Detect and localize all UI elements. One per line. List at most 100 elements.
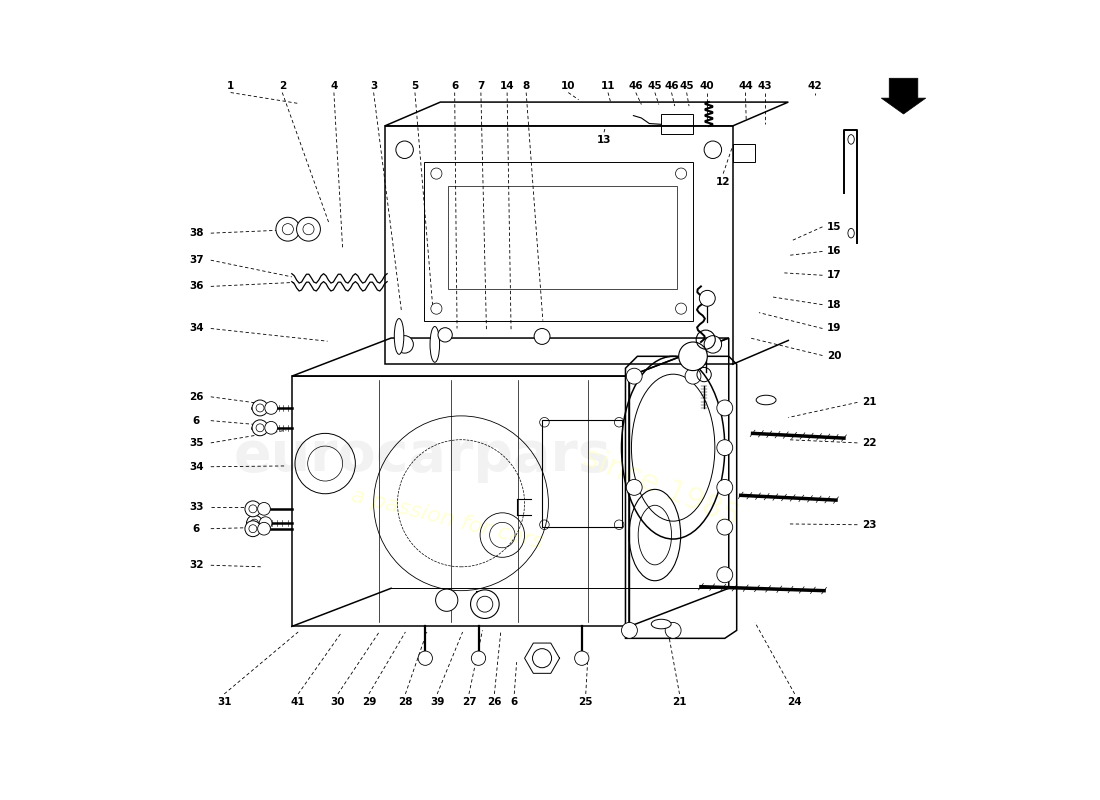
Text: 10: 10 bbox=[561, 81, 575, 91]
Text: 18: 18 bbox=[827, 300, 842, 310]
Text: 6: 6 bbox=[451, 81, 459, 91]
Text: 41: 41 bbox=[290, 697, 306, 707]
Text: 13: 13 bbox=[597, 135, 612, 146]
Text: 2: 2 bbox=[278, 81, 286, 91]
Text: 30: 30 bbox=[331, 697, 345, 707]
Circle shape bbox=[574, 651, 589, 666]
Circle shape bbox=[717, 440, 733, 456]
Circle shape bbox=[252, 420, 268, 436]
Text: 34: 34 bbox=[189, 462, 204, 472]
Text: 36: 36 bbox=[189, 282, 204, 291]
Text: 7: 7 bbox=[477, 81, 485, 91]
Circle shape bbox=[666, 622, 681, 638]
Text: 35: 35 bbox=[189, 438, 204, 448]
Text: a passion for cars: a passion for cars bbox=[349, 486, 544, 553]
Circle shape bbox=[626, 368, 642, 384]
Text: since 1985: since 1985 bbox=[579, 442, 744, 532]
Bar bbox=[661, 114, 693, 134]
Circle shape bbox=[626, 479, 642, 495]
Text: 11: 11 bbox=[601, 81, 615, 91]
Text: 45: 45 bbox=[648, 81, 662, 91]
Text: 19: 19 bbox=[827, 323, 842, 334]
Text: 25: 25 bbox=[579, 697, 593, 707]
Circle shape bbox=[436, 589, 458, 611]
Circle shape bbox=[717, 479, 733, 495]
Circle shape bbox=[260, 517, 272, 530]
Circle shape bbox=[297, 218, 320, 241]
Circle shape bbox=[265, 422, 277, 434]
Text: 3: 3 bbox=[370, 81, 377, 91]
Circle shape bbox=[276, 218, 300, 241]
Circle shape bbox=[257, 502, 271, 515]
Text: 21: 21 bbox=[862, 398, 877, 407]
Text: 22: 22 bbox=[862, 438, 877, 448]
Text: 17: 17 bbox=[827, 270, 842, 280]
Circle shape bbox=[700, 290, 715, 306]
Text: 6: 6 bbox=[192, 524, 200, 534]
Circle shape bbox=[535, 329, 550, 344]
Circle shape bbox=[717, 400, 733, 416]
Ellipse shape bbox=[651, 619, 671, 629]
Circle shape bbox=[396, 336, 414, 353]
Text: 1: 1 bbox=[227, 81, 234, 91]
Text: 37: 37 bbox=[189, 255, 204, 265]
Text: 46: 46 bbox=[628, 81, 643, 91]
Circle shape bbox=[675, 168, 686, 179]
Circle shape bbox=[675, 303, 686, 314]
Text: 5: 5 bbox=[411, 81, 419, 91]
Text: 32: 32 bbox=[189, 560, 204, 570]
Ellipse shape bbox=[756, 395, 775, 405]
Text: 42: 42 bbox=[807, 81, 822, 91]
Circle shape bbox=[431, 168, 442, 179]
Text: 47: 47 bbox=[894, 81, 909, 91]
Circle shape bbox=[621, 622, 637, 638]
Text: 6: 6 bbox=[510, 697, 518, 707]
Circle shape bbox=[396, 141, 414, 158]
Text: 6: 6 bbox=[192, 416, 200, 426]
Circle shape bbox=[245, 521, 261, 537]
Circle shape bbox=[717, 567, 733, 582]
Circle shape bbox=[431, 303, 442, 314]
Circle shape bbox=[265, 402, 277, 414]
Text: 12: 12 bbox=[716, 177, 730, 186]
Circle shape bbox=[471, 590, 499, 618]
Text: 14: 14 bbox=[499, 81, 515, 91]
Circle shape bbox=[472, 651, 486, 666]
Circle shape bbox=[679, 342, 707, 370]
Text: 43: 43 bbox=[758, 81, 772, 91]
Circle shape bbox=[418, 651, 432, 666]
Circle shape bbox=[532, 649, 551, 668]
Ellipse shape bbox=[394, 318, 404, 354]
Text: 29: 29 bbox=[362, 697, 376, 707]
Text: eurocarpars: eurocarpars bbox=[234, 429, 612, 482]
Text: 44: 44 bbox=[738, 81, 752, 91]
Text: 39: 39 bbox=[430, 697, 444, 707]
Bar bbox=[733, 144, 755, 162]
Circle shape bbox=[252, 400, 268, 416]
Text: 20: 20 bbox=[827, 350, 842, 361]
Text: 34: 34 bbox=[189, 323, 204, 334]
Bar bbox=[542, 420, 621, 527]
Circle shape bbox=[704, 336, 722, 353]
Text: 23: 23 bbox=[862, 520, 877, 530]
Text: 27: 27 bbox=[462, 697, 476, 707]
Text: 26: 26 bbox=[487, 697, 502, 707]
Text: 40: 40 bbox=[700, 81, 715, 91]
Text: 8: 8 bbox=[522, 81, 530, 91]
Text: 33: 33 bbox=[189, 502, 204, 512]
Circle shape bbox=[717, 519, 733, 535]
Ellipse shape bbox=[430, 326, 440, 362]
Circle shape bbox=[246, 515, 263, 531]
Circle shape bbox=[438, 328, 452, 342]
Text: 16: 16 bbox=[827, 246, 842, 257]
Text: 38: 38 bbox=[189, 228, 204, 238]
Circle shape bbox=[257, 522, 271, 535]
Text: 31: 31 bbox=[217, 697, 231, 707]
Polygon shape bbox=[881, 78, 926, 114]
Text: 46: 46 bbox=[664, 81, 679, 91]
Circle shape bbox=[704, 141, 722, 158]
Text: 45: 45 bbox=[680, 81, 694, 91]
Text: 24: 24 bbox=[788, 697, 802, 707]
Circle shape bbox=[685, 368, 701, 384]
Text: 21: 21 bbox=[672, 697, 686, 707]
